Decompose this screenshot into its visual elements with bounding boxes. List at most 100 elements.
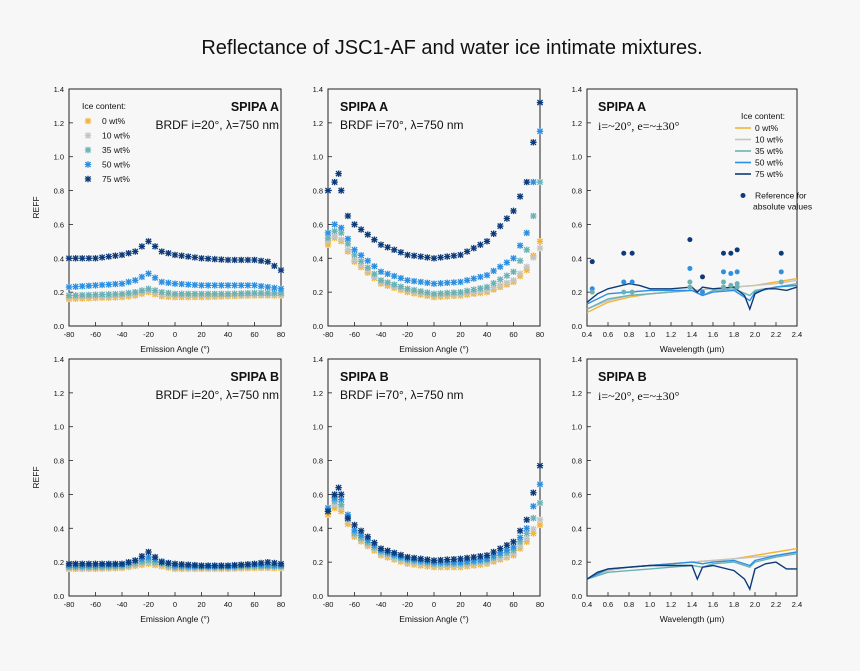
marker-10wt (331, 501, 338, 508)
marker-75wt (497, 545, 504, 552)
y-tick-label: 0.2 (313, 288, 323, 297)
marker-35wt (79, 291, 86, 299)
marker-50wt (65, 283, 73, 291)
marker-75wt (231, 561, 238, 569)
marker-50wt (98, 281, 106, 289)
marker-0wt (324, 511, 332, 518)
x-axis-label: Emission Angle (°) (140, 614, 210, 624)
y-tick-label: 1.4 (572, 355, 582, 364)
marker-35wt (72, 292, 79, 299)
marker-50wt (490, 552, 497, 559)
x-tick-label: -20 (143, 600, 154, 609)
marker-50wt (344, 511, 352, 518)
x-tick-label: -20 (402, 330, 413, 339)
y-tick-label: 1.4 (54, 85, 64, 94)
marker-75wt (536, 462, 544, 469)
marker-75wt (424, 556, 431, 563)
marker-75wt (410, 252, 418, 259)
marker-75wt (516, 193, 524, 200)
marker-50wt (437, 280, 444, 287)
legend-reference-label: Reference for (755, 191, 807, 201)
x-tick-label: -60 (90, 600, 101, 609)
y-tick-label: 1.2 (572, 119, 582, 128)
x-tick-label: 1.6 (708, 330, 718, 339)
marker-75wt (65, 560, 73, 568)
marker-35wt (151, 287, 159, 294)
y-tick-label: 1.4 (572, 85, 582, 94)
marker-10wt (523, 263, 530, 270)
marker-75wt (364, 533, 371, 540)
panel-title: SPIPA B (230, 370, 279, 384)
legend-entry: 0 wt% (102, 116, 126, 126)
series-line-75wt (586, 282, 798, 312)
marker-35wt (165, 289, 172, 297)
marker-75wt (510, 538, 517, 546)
reference-point (589, 259, 595, 265)
marker-75wt (457, 555, 464, 562)
marker-75wt (397, 249, 405, 256)
marker-35wt (503, 272, 511, 279)
marker-35wt (338, 229, 345, 237)
marker-50wt (338, 224, 345, 232)
series-group (65, 238, 285, 303)
marker-50wt (277, 285, 285, 292)
marker-35wt (238, 290, 245, 297)
marker-10wt (510, 277, 517, 284)
x-tick-label: 0 (173, 330, 177, 339)
marker-35wt (457, 288, 464, 296)
marker-75wt (450, 555, 458, 563)
marker-75wt (105, 560, 112, 568)
legend-entry: 35 wt% (755, 146, 783, 156)
marker-50wt (132, 277, 139, 284)
marker-35wt (145, 285, 152, 292)
marker-75wt (178, 252, 185, 259)
marker-35wt (257, 289, 265, 297)
marker-50wt (391, 272, 398, 280)
y-axis-label: REFF (31, 196, 41, 218)
y-tick-label: 0.8 (313, 457, 323, 466)
marker-50wt (450, 279, 458, 286)
marker-35wt (424, 289, 431, 296)
marker-50wt (238, 282, 245, 289)
marker-35wt (437, 290, 444, 297)
marker-75wt (410, 554, 418, 562)
marker-50wt (503, 259, 511, 266)
marker-75wt (218, 256, 225, 263)
y-axis-label: REFF (31, 466, 41, 488)
marker-50wt (198, 282, 205, 289)
marker-75wt (463, 248, 471, 255)
marker-50wt (371, 263, 378, 270)
marker-75wt (211, 562, 218, 569)
marker-75wt (231, 256, 238, 264)
marker-0wt (523, 266, 530, 274)
marker-10wt (523, 535, 530, 542)
marker-50wt (463, 277, 471, 284)
marker-35wt (118, 290, 126, 298)
marker-75wt (338, 491, 345, 498)
x-tick-label: 2.4 (792, 600, 802, 609)
marker-35wt (185, 290, 192, 298)
y-tick-label: 0.8 (54, 457, 64, 466)
marker-75wt (165, 250, 172, 257)
y-tick-label: 0.2 (54, 558, 64, 567)
marker-50wt (404, 277, 411, 284)
panel-A3: 0.0 0.2 0.4 0.6 0.8 1.0 1.2 1.4 0.4 0.6 0.8 1.0 1.2 1… (572, 85, 813, 354)
marker-75wt (98, 254, 106, 261)
marker-75wt (132, 557, 139, 564)
x-tick-label: -20 (143, 330, 154, 339)
series-group (65, 548, 285, 573)
marker-75wt (251, 256, 258, 264)
marker-35wt (377, 277, 385, 284)
marker-35wt (516, 257, 524, 265)
marker-50wt (457, 278, 464, 286)
y-tick-label: 1.2 (54, 389, 64, 398)
marker-75wt (138, 553, 146, 560)
legend-marker (84, 161, 92, 168)
marker-35wt (145, 557, 152, 564)
marker-75wt (437, 556, 444, 564)
marker-50wt (158, 278, 165, 286)
marker-50wt (477, 556, 484, 563)
marker-35wt (331, 228, 338, 235)
marker-75wt (185, 253, 192, 260)
marker-75wt (357, 527, 365, 535)
